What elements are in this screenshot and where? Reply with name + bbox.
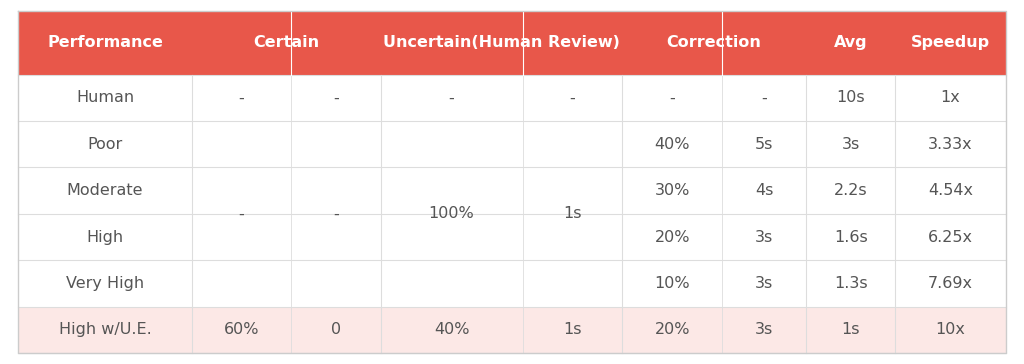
Bar	[191, 11, 381, 75]
Text: -: -	[239, 90, 245, 105]
Text: 5s: 5s	[755, 137, 773, 152]
Bar	[18, 260, 1006, 306]
Text: Very High: Very High	[66, 276, 144, 291]
Bar	[18, 75, 1006, 121]
Bar	[18, 11, 191, 75]
Text: 40%: 40%	[434, 323, 469, 337]
Text: 4.54x: 4.54x	[928, 183, 973, 198]
Text: 10x: 10x	[936, 323, 966, 337]
Text: 1.6s: 1.6s	[834, 230, 867, 245]
Text: -: -	[333, 90, 339, 105]
Text: Correction: Correction	[667, 35, 762, 50]
Text: 40%: 40%	[654, 137, 690, 152]
Text: 6.25x: 6.25x	[928, 230, 973, 245]
Text: Human: Human	[76, 90, 134, 105]
Text: 1s: 1s	[842, 323, 860, 337]
Text: 20%: 20%	[654, 323, 690, 337]
Text: Poor: Poor	[87, 137, 123, 152]
Text: -: -	[333, 206, 339, 221]
Text: Certain: Certain	[253, 35, 319, 50]
Text: 3s: 3s	[842, 137, 860, 152]
Text: 10s: 10s	[837, 90, 865, 105]
Text: 1s: 1s	[563, 323, 582, 337]
Text: 30%: 30%	[654, 183, 690, 198]
Text: -: -	[569, 90, 575, 105]
Text: 1.3s: 1.3s	[834, 276, 867, 291]
Bar	[806, 11, 895, 75]
Text: -: -	[761, 90, 767, 105]
Text: Performance: Performance	[47, 35, 163, 50]
Text: 100%: 100%	[429, 206, 474, 221]
Text: -: -	[670, 90, 675, 105]
Text: 1x: 1x	[941, 90, 961, 105]
Text: 0: 0	[331, 323, 341, 337]
Text: 1s: 1s	[563, 206, 582, 221]
Text: 4s: 4s	[755, 183, 773, 198]
Bar	[895, 11, 1006, 75]
Text: 20%: 20%	[654, 230, 690, 245]
Text: 60%: 60%	[224, 323, 259, 337]
Text: Avg: Avg	[834, 35, 867, 50]
Text: -: -	[449, 90, 455, 105]
Text: 3s: 3s	[755, 323, 773, 337]
Bar	[623, 11, 806, 75]
Bar	[18, 306, 1006, 353]
Text: Moderate: Moderate	[67, 183, 143, 198]
Text: High w/U.E.: High w/U.E.	[58, 323, 152, 337]
Text: 3s: 3s	[755, 230, 773, 245]
Text: 2.2s: 2.2s	[834, 183, 867, 198]
Text: 7.69x: 7.69x	[928, 276, 973, 291]
Text: -: -	[239, 206, 245, 221]
Text: 10%: 10%	[654, 276, 690, 291]
Text: 3s: 3s	[755, 276, 773, 291]
Bar	[18, 214, 1006, 260]
Text: Speedup: Speedup	[911, 35, 990, 50]
Text: High: High	[86, 230, 124, 245]
Bar	[381, 11, 623, 75]
Bar	[18, 121, 1006, 167]
Bar	[18, 167, 1006, 214]
Text: Uncertain(Human Review): Uncertain(Human Review)	[383, 35, 620, 50]
Text: 3.33x: 3.33x	[928, 137, 973, 152]
